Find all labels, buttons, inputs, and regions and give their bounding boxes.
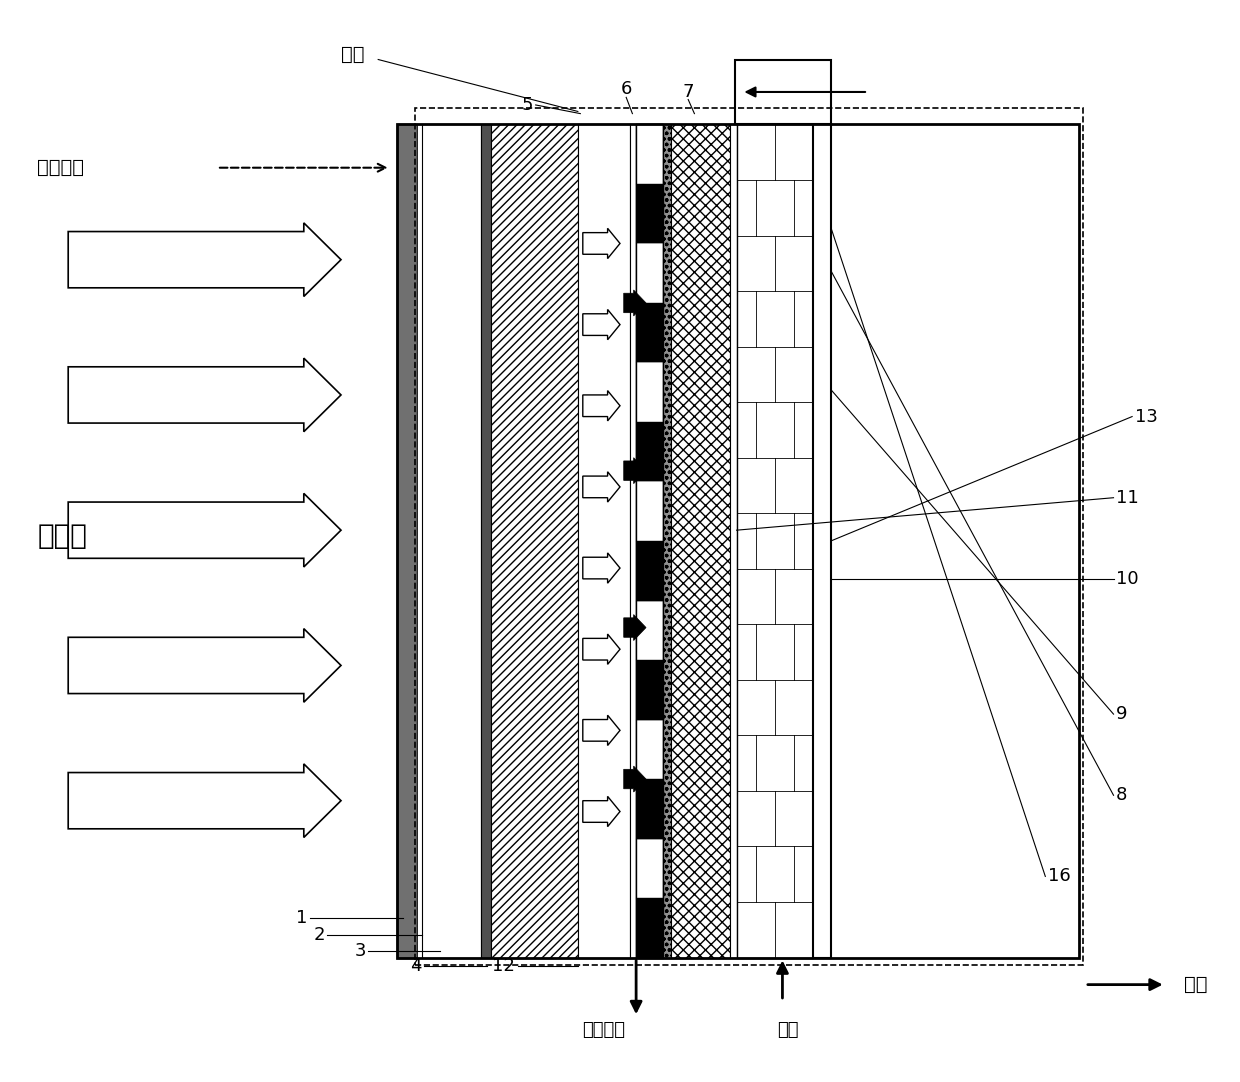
Text: 8: 8 — [1116, 787, 1127, 804]
Text: 6: 6 — [620, 80, 632, 97]
Text: 太阳光: 太阳光 — [37, 522, 87, 550]
Bar — [636, 303, 663, 362]
FancyArrow shape — [68, 764, 341, 837]
Bar — [417, 124, 422, 958]
Text: 浓缩海水: 浓缩海水 — [583, 1021, 625, 1039]
Text: 7: 7 — [682, 83, 694, 101]
Bar — [636, 660, 663, 720]
Bar — [671, 124, 730, 958]
FancyArrow shape — [583, 309, 620, 340]
Bar — [578, 124, 630, 958]
Text: 2: 2 — [314, 926, 325, 944]
Bar — [735, 60, 831, 124]
Text: 9: 9 — [1116, 705, 1127, 723]
Bar — [636, 541, 663, 601]
FancyArrow shape — [68, 629, 341, 702]
Text: 12: 12 — [492, 958, 515, 975]
Bar — [636, 243, 663, 303]
Bar — [737, 124, 813, 958]
Bar — [636, 124, 663, 958]
FancyArrow shape — [624, 766, 646, 792]
Bar — [636, 720, 663, 779]
FancyArrow shape — [583, 553, 620, 583]
FancyArrow shape — [583, 472, 620, 502]
Text: 1: 1 — [296, 909, 308, 926]
FancyArrow shape — [624, 290, 646, 316]
Bar — [663, 124, 671, 958]
Text: 13: 13 — [1135, 408, 1157, 425]
Bar — [481, 124, 491, 958]
Text: 红外辐射: 红外辐射 — [37, 158, 84, 177]
FancyArrow shape — [68, 223, 341, 296]
Bar — [630, 124, 636, 958]
Text: 4: 4 — [410, 958, 422, 975]
Text: 蒸汽: 蒸汽 — [341, 44, 365, 64]
Bar — [636, 898, 663, 958]
Bar — [397, 124, 1079, 958]
Bar — [415, 108, 1083, 965]
Bar — [636, 124, 663, 184]
Text: 3: 3 — [355, 942, 366, 960]
Bar — [813, 124, 831, 958]
FancyArrow shape — [624, 458, 646, 484]
Bar — [636, 184, 663, 243]
Bar — [636, 422, 663, 481]
Bar — [636, 601, 663, 660]
Text: 10: 10 — [1116, 570, 1138, 588]
Bar — [636, 779, 663, 839]
Bar — [422, 124, 481, 958]
Text: 5: 5 — [522, 96, 533, 114]
FancyArrow shape — [624, 615, 646, 641]
FancyArrow shape — [583, 391, 620, 421]
Bar — [491, 124, 578, 958]
Text: 海水: 海水 — [776, 1021, 799, 1039]
FancyArrow shape — [583, 634, 620, 664]
Bar — [397, 124, 417, 958]
Text: 11: 11 — [1116, 489, 1138, 506]
FancyArrow shape — [68, 358, 341, 432]
Bar — [636, 481, 663, 541]
FancyArrow shape — [68, 493, 341, 567]
Text: 16: 16 — [1048, 868, 1070, 885]
Text: 淡水: 淡水 — [1184, 975, 1208, 994]
FancyArrow shape — [583, 715, 620, 745]
Bar — [636, 839, 663, 898]
Bar — [636, 362, 663, 422]
FancyArrow shape — [583, 228, 620, 259]
Bar — [730, 124, 737, 958]
FancyArrow shape — [583, 796, 620, 827]
